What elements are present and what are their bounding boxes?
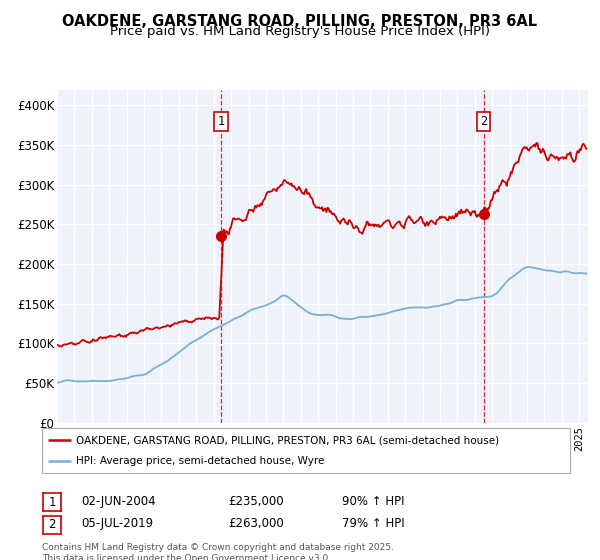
Text: Price paid vs. HM Land Registry's House Price Index (HPI): Price paid vs. HM Land Registry's House … — [110, 25, 490, 38]
Text: 79% ↑ HPI: 79% ↑ HPI — [342, 517, 404, 530]
Text: 02-JUN-2004: 02-JUN-2004 — [81, 494, 155, 508]
Text: 1: 1 — [49, 496, 56, 509]
Text: OAKDENE, GARSTANG ROAD, PILLING, PRESTON, PR3 6AL: OAKDENE, GARSTANG ROAD, PILLING, PRESTON… — [62, 14, 538, 29]
Text: 2: 2 — [480, 115, 487, 128]
Text: OAKDENE, GARSTANG ROAD, PILLING, PRESTON, PR3 6AL (semi-detached house): OAKDENE, GARSTANG ROAD, PILLING, PRESTON… — [76, 436, 499, 446]
Text: 05-JUL-2019: 05-JUL-2019 — [81, 517, 153, 530]
Text: £263,000: £263,000 — [228, 517, 284, 530]
Text: 1: 1 — [217, 115, 224, 128]
Text: 90% ↑ HPI: 90% ↑ HPI — [342, 494, 404, 508]
Text: Contains HM Land Registry data © Crown copyright and database right 2025.
This d: Contains HM Land Registry data © Crown c… — [42, 543, 394, 560]
Text: £235,000: £235,000 — [228, 494, 284, 508]
Text: 2: 2 — [49, 518, 56, 531]
Text: HPI: Average price, semi-detached house, Wyre: HPI: Average price, semi-detached house,… — [76, 456, 325, 466]
